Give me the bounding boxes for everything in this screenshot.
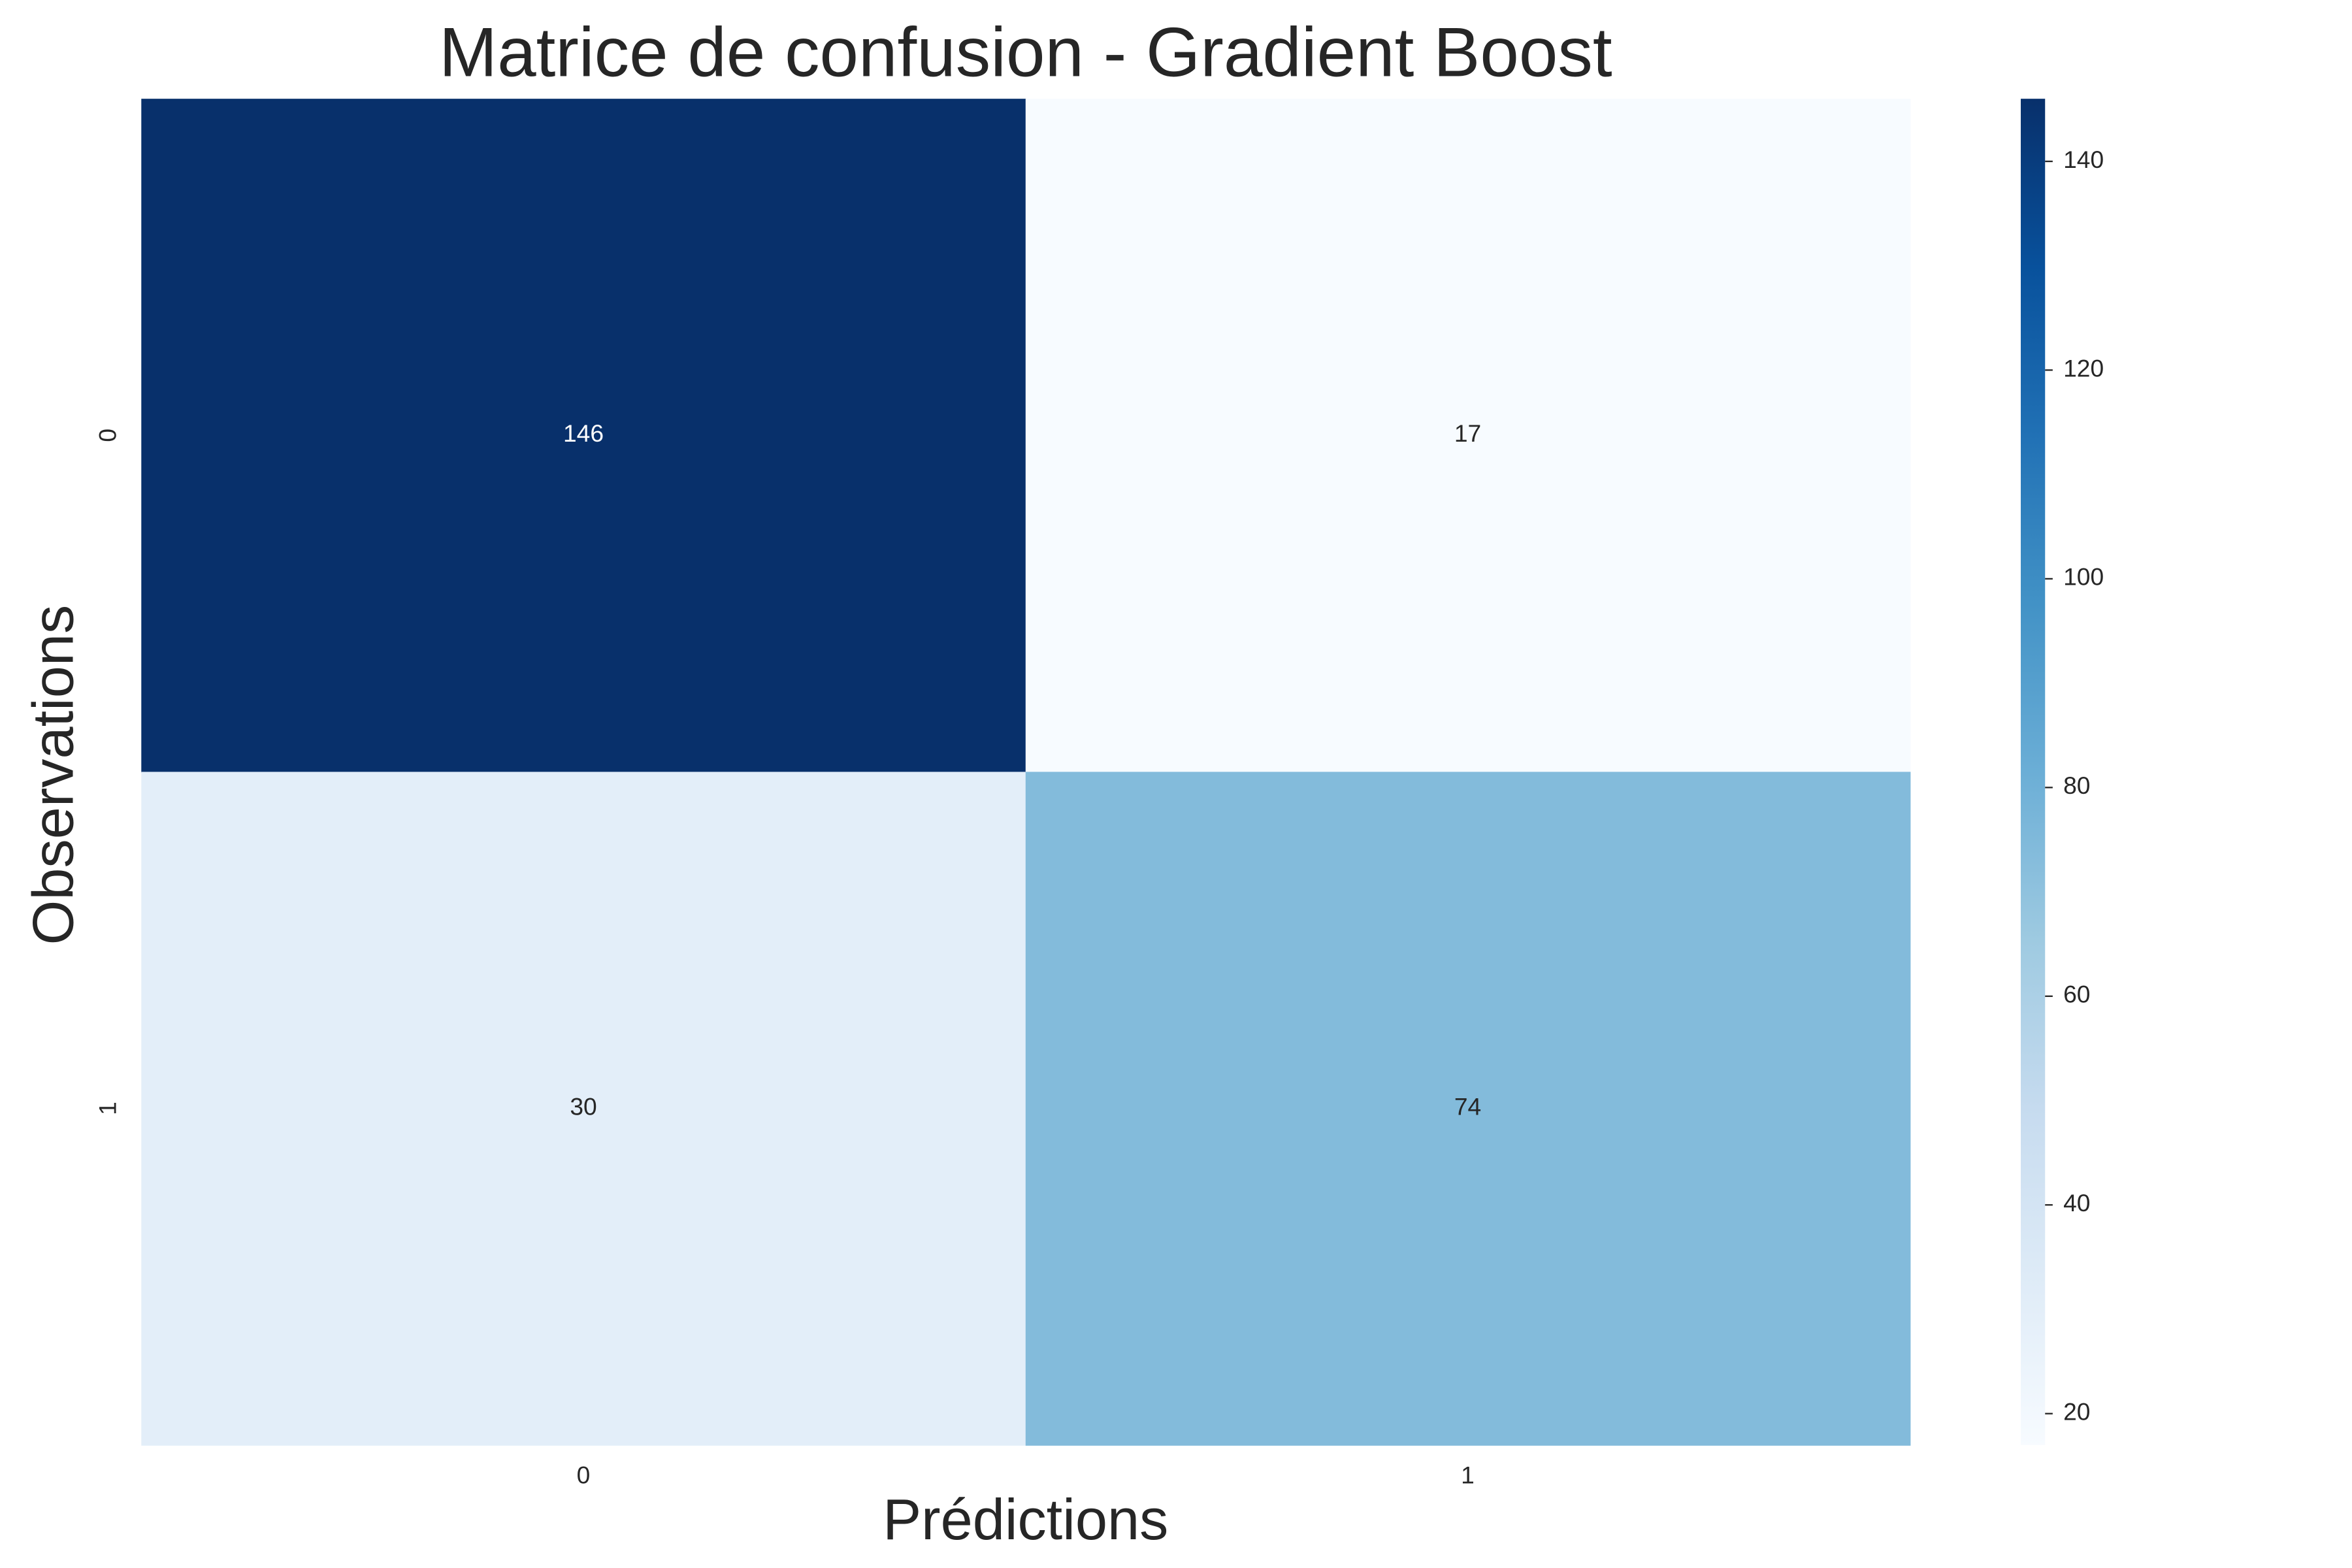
y-tick-label: 1 [93,1102,121,1115]
cell-label: 17 [1454,419,1481,447]
colorbar-tick-label: 100 [2063,563,2104,591]
x-tick-label: 0 [577,1461,591,1488]
colorbar-tick-label: 20 [2063,1398,2090,1426]
heatmap-cell [141,772,1026,1446]
colorbar-tick-label: 80 [2063,772,2090,799]
cell-label: 146 [563,419,604,447]
x-tick-label: 1 [1461,1461,1475,1488]
heatmap-cell [1025,772,1911,1446]
heatmap-cell [141,99,1026,773]
cell-label: 74 [1454,1092,1481,1120]
cell-label: 30 [570,1092,596,1120]
colorbar-tick-label: 120 [2063,354,2104,382]
x-axis-label: Prédictions [883,1487,1168,1552]
y-tick-label: 0 [93,429,121,442]
colorbar-tick-label: 60 [2063,981,2090,1008]
colorbar-tick-label: 140 [2063,146,2104,173]
colorbar-tick-label: 40 [2063,1189,2090,1217]
heatmap-cell [1025,99,1911,773]
chart-title: Matrice de confusion - Gradient Boost [439,13,1612,91]
colorbar [2021,99,2046,1445]
y-axis-label: Observations [21,605,86,945]
